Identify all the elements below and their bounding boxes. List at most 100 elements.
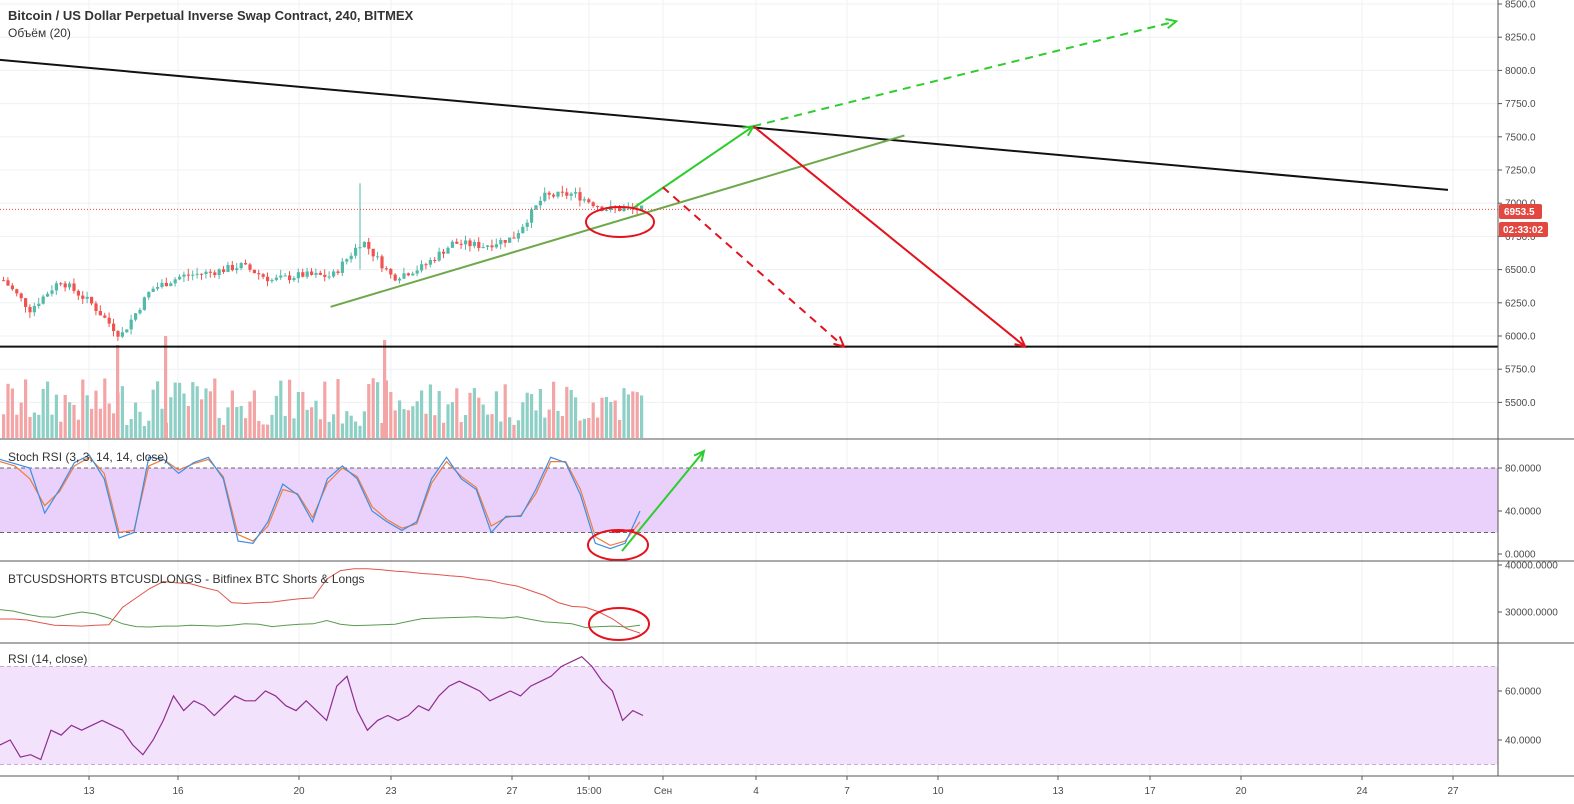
volume-bar <box>631 391 635 438</box>
price-tag-bg <box>1499 204 1542 219</box>
candle-body <box>173 279 177 284</box>
candle-body <box>81 295 85 299</box>
volume-bar <box>160 408 164 438</box>
volume-bar <box>376 382 380 438</box>
candle-body <box>455 241 459 244</box>
candle-body <box>362 241 366 248</box>
volume-bar <box>266 424 270 438</box>
time-tick-label: 7 <box>844 786 850 797</box>
volume-bar <box>54 394 58 438</box>
volume-bar <box>486 414 490 438</box>
highlight-ellipse <box>588 607 650 641</box>
volume-bar <box>609 401 613 438</box>
volume-bar <box>50 414 54 438</box>
volume-bar <box>28 416 32 438</box>
volume-bar <box>508 417 512 438</box>
projection-arrow <box>662 186 845 348</box>
volume-bar <box>367 384 371 438</box>
candle-body <box>604 209 608 211</box>
candle-body <box>376 256 380 258</box>
volume-bar <box>582 418 586 438</box>
highlight-ellipse <box>585 206 655 238</box>
candle-body <box>468 240 472 247</box>
volume-bar <box>32 412 36 438</box>
volume-bar <box>543 417 547 438</box>
volume-bar <box>310 407 314 438</box>
volume-bar <box>384 380 388 438</box>
candle-body <box>587 199 591 203</box>
volume-bar <box>213 378 217 438</box>
volume-bar <box>147 420 151 438</box>
volume-bar <box>301 391 305 438</box>
candle-body <box>459 243 463 245</box>
candle-body <box>596 206 600 208</box>
stoch-band <box>0 467 1498 533</box>
candle-body <box>112 323 116 332</box>
volume-bar <box>428 384 432 438</box>
candle-body <box>578 192 582 201</box>
candle-body <box>398 278 402 281</box>
candle-body <box>389 268 393 275</box>
volume-bar <box>547 409 551 438</box>
volume-bar <box>270 414 274 438</box>
longs-line <box>0 609 641 629</box>
volume-bar <box>142 425 146 438</box>
candle-body <box>19 293 23 299</box>
candle-body <box>486 245 490 247</box>
candle-body <box>411 273 415 276</box>
stoch-tick-label: 80.0000 <box>1505 464 1542 475</box>
volume-bar <box>490 414 494 438</box>
volume-bar <box>63 394 67 438</box>
volume-bar <box>596 417 600 438</box>
candle-body <box>116 331 120 337</box>
candle-body <box>336 271 340 273</box>
trend-drawings <box>0 18 1498 641</box>
projection-arrow-head <box>833 336 846 349</box>
volume-bar <box>68 402 72 438</box>
volume-bar <box>37 414 41 438</box>
price-tick-label: 6500.0 <box>1505 265 1536 276</box>
candle-body <box>266 276 270 282</box>
candle-body <box>481 246 485 248</box>
volume-bar <box>222 424 226 438</box>
candle-body <box>59 283 63 285</box>
volume-bar <box>437 391 441 438</box>
rsi-band <box>0 666 1498 765</box>
volume-bar <box>552 381 556 438</box>
candle-body <box>477 241 481 248</box>
candle-body <box>512 237 516 239</box>
candle-body <box>503 239 507 243</box>
candle-body <box>472 241 476 247</box>
volume-bar <box>112 413 116 438</box>
candle-body <box>222 269 226 272</box>
volume-bar <box>345 411 349 438</box>
candle-body <box>530 209 534 223</box>
trendline-support <box>330 134 905 308</box>
volume-bar <box>424 413 428 438</box>
candle-body <box>72 283 76 291</box>
volume-bar <box>90 408 94 438</box>
volume-bar <box>389 392 393 438</box>
candle-body <box>393 274 397 281</box>
shorts-line <box>0 568 641 634</box>
candle-body <box>547 192 551 195</box>
candle-body <box>164 282 168 287</box>
volume-bar <box>622 388 626 438</box>
price-tick-label: 5750.0 <box>1505 365 1536 376</box>
volume-bar <box>72 404 76 438</box>
volume-bar <box>604 397 608 438</box>
stoch-band-fill <box>0 468 1498 533</box>
candle-body <box>54 283 58 291</box>
volume-bar <box>186 406 190 438</box>
volume-bar <box>182 393 186 438</box>
volume-bar <box>59 421 63 438</box>
volume-bar <box>516 420 520 438</box>
candle-body <box>310 271 314 275</box>
volume-bar <box>530 394 534 438</box>
volume-bar <box>6 383 10 438</box>
volume-bar <box>235 407 239 438</box>
candle-body <box>415 270 419 274</box>
candle-body <box>582 199 586 201</box>
volume-bar <box>477 397 481 438</box>
candle-body <box>230 264 234 271</box>
